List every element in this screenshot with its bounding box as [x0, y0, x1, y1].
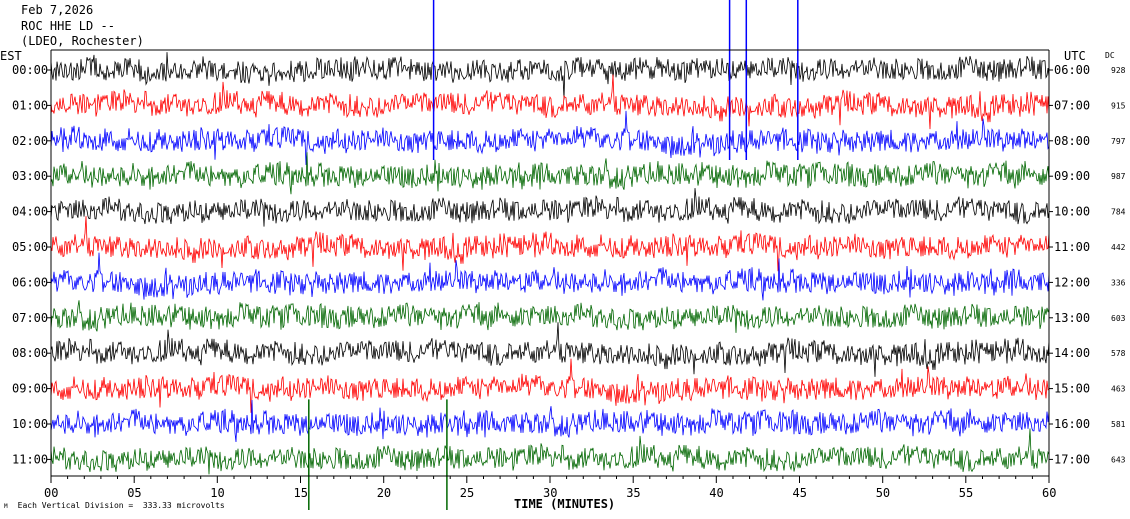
- station-label: ROC HHE LD --: [21, 19, 115, 33]
- dc-value-label: 643: [1111, 455, 1126, 464]
- corner-mark: M: [4, 503, 8, 510]
- utc-hour-label: 17:00: [1054, 452, 1090, 466]
- est-hour-label: 11:00: [12, 452, 48, 466]
- left-timezone-label: EST: [0, 49, 22, 63]
- trace-layer: [50, 52, 1050, 475]
- label-layer: 00:00 06:00 928 01:00 07:00 915 02:00 08:00 797 0…: [12, 63, 1126, 466]
- dc-value-label: 442: [1111, 243, 1126, 252]
- est-hour-label: 00:00: [12, 63, 48, 77]
- dc-value-label: 578: [1111, 349, 1126, 358]
- utc-hour-label: 12:00: [1054, 275, 1090, 289]
- est-hour-label: 08:00: [12, 346, 48, 360]
- x-tick-label: 55: [959, 486, 973, 500]
- est-hour-label: 03:00: [12, 169, 48, 183]
- x-tick-label: 60: [1042, 486, 1056, 500]
- trace-row-0500: [50, 216, 1050, 272]
- utc-hour-label: 08:00: [1054, 134, 1090, 148]
- x-tick-label: 25: [460, 486, 474, 500]
- trace-row-0100: [50, 74, 1050, 130]
- x-tick-label: 45: [793, 486, 807, 500]
- est-hour-label: 06:00: [12, 275, 48, 289]
- utc-hour-label: 10:00: [1054, 205, 1090, 219]
- x-tick-label: 15: [294, 486, 308, 500]
- trace-row-0200: [50, 110, 1050, 166]
- utc-hour-label: 16:00: [1054, 417, 1090, 431]
- dc-value-label: 797: [1111, 137, 1126, 146]
- x-tick-label: 05: [127, 486, 141, 500]
- dc-value-label: 784: [1111, 208, 1126, 217]
- est-hour-label: 02:00: [12, 134, 48, 148]
- trace-row-0600: [50, 252, 1050, 301]
- x-tick-label: 50: [876, 486, 890, 500]
- utc-hour-label: 06:00: [1054, 63, 1090, 77]
- x-axis-title: TIME (MINUTES): [514, 497, 615, 511]
- utc-hour-label: 15:00: [1054, 382, 1090, 396]
- trace-row-1100: [50, 428, 1050, 475]
- utc-hour-label: 14:00: [1054, 346, 1090, 360]
- x-tick-label: 35: [626, 486, 640, 500]
- dc-value-label: 603: [1111, 314, 1126, 323]
- dc-value-label: 581: [1111, 420, 1126, 429]
- est-hour-label: 05:00: [12, 240, 48, 254]
- right-timezone-label: UTC: [1064, 49, 1086, 63]
- est-hour-label: 07:00: [12, 311, 48, 325]
- est-hour-label: 10:00: [12, 417, 48, 431]
- dc-value-label: 915: [1111, 101, 1126, 110]
- date-label: Feb 7,2026: [21, 3, 94, 17]
- utc-hour-label: 09:00: [1054, 169, 1090, 183]
- utc-hour-label: 07:00: [1054, 98, 1090, 112]
- scale-note-text: Each Vertical Division = 333.33 microvol…: [17, 501, 225, 510]
- est-hour-label: 04:00: [12, 205, 48, 219]
- network-label: (LDEO, Rochester): [21, 34, 144, 48]
- utc-hour-label: 11:00: [1054, 240, 1090, 254]
- dc-value-label: 928: [1111, 66, 1126, 75]
- x-tick-label: 00: [44, 486, 58, 500]
- est-hour-label: 01:00: [12, 98, 48, 112]
- scale-note: M Each Vertical Division = 333.33 microvo…: [4, 501, 225, 510]
- trace-row-1000: [50, 399, 1050, 443]
- x-tick-label: 40: [709, 486, 723, 500]
- trace-row-0800: [50, 322, 1050, 377]
- utc-hour-label: 13:00: [1054, 311, 1090, 325]
- x-tick-label: 10: [210, 486, 224, 500]
- dc-header-label: DC: [1105, 51, 1115, 60]
- x-tick-label: 20: [377, 486, 391, 500]
- trace-row-0900: [50, 358, 1050, 413]
- dc-value-label: 336: [1111, 278, 1126, 287]
- est-hour-label: 09:00: [12, 382, 48, 396]
- trace-row-0000: [50, 52, 1050, 100]
- trace-row-0300: [50, 152, 1050, 195]
- trace-row-0400: [50, 188, 1050, 227]
- x-tick-label: 30: [543, 486, 557, 500]
- spike-layer: [308, 0, 799, 510]
- trace-row-0700: [50, 300, 1050, 333]
- dc-value-label: 987: [1111, 172, 1126, 181]
- dc-value-label: 463: [1111, 385, 1126, 394]
- axis-layer: 00 05 10 15 20 25 30 35 40 45 50 55 60: [44, 49, 1056, 500]
